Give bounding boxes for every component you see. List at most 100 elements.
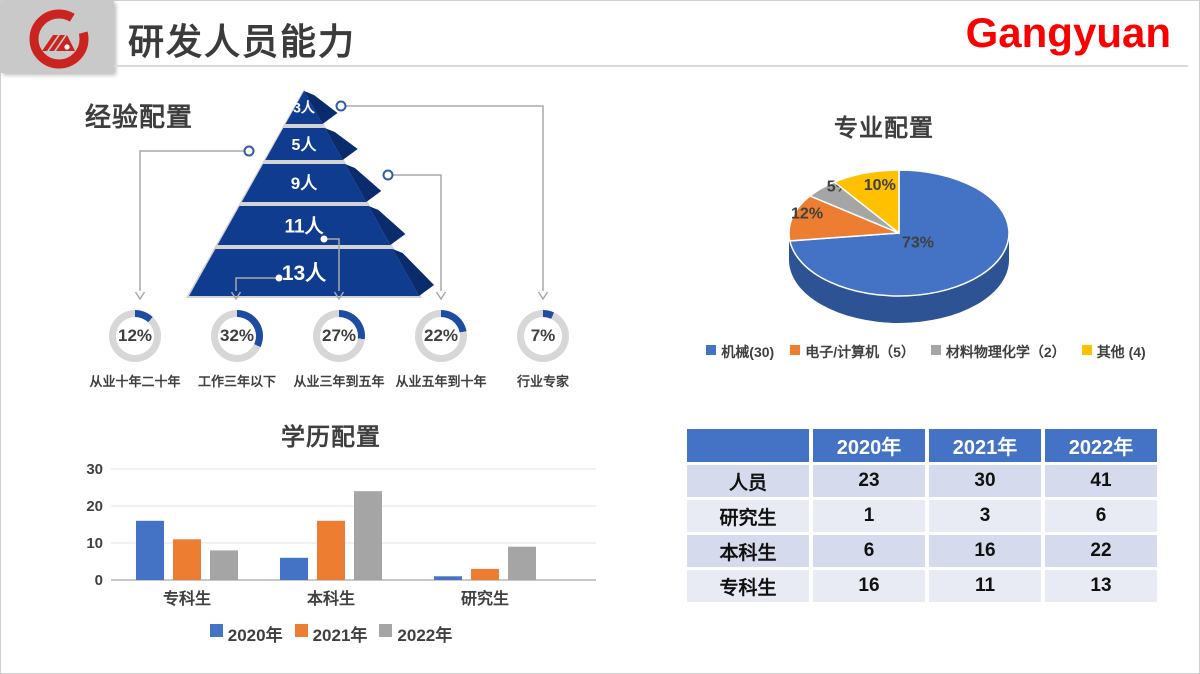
pyramid-level: [265, 128, 343, 160]
legend-swatch-icon: [790, 345, 801, 355]
bar: [280, 557, 308, 580]
table-cell: 1: [813, 500, 925, 532]
connector-arrow-icon: [435, 291, 447, 301]
pyramid-level-facet: [344, 164, 382, 202]
donut-label: 从业五年到十年: [395, 374, 487, 389]
education-bar-chart: 30 20 10 0 专科生 本科生 研究生: [86, 461, 596, 608]
pyramid-level: [217, 206, 391, 245]
legend-label: 材料物理化学（2）: [945, 344, 1066, 360]
donut-gauge: 7%: [517, 310, 569, 362]
page-title: 研发人员能力: [128, 21, 357, 62]
table-cell: 3: [929, 500, 1041, 532]
connector-line: [235, 277, 279, 291]
major-pie-chart: 73%12%5% 10%: [788, 169, 1010, 323]
donut-percent: 27%: [321, 326, 357, 345]
experience-donut-row: 12% 从业十年二十年 32% 工作三年以下 27% 从业三年到五年 22% 从业五年到…: [84, 310, 594, 390]
legend-swatch-icon: [1081, 345, 1092, 355]
table-cell: 研究生: [687, 500, 809, 532]
donut-label: 从业三年到五年: [293, 374, 385, 389]
pie-slice-percent: 12%: [791, 205, 823, 222]
connector-arrow-icon: [537, 291, 549, 301]
pie-legend-item: 其他 (4): [1081, 342, 1146, 362]
pyramid-level: [189, 249, 419, 296]
pie-legend-item: 机械(30): [706, 342, 774, 362]
pie-slice: [832, 169, 900, 235]
experience-donut: 32% 工作三年以下: [186, 310, 288, 390]
table-cell: 16: [813, 570, 925, 602]
connector-start-dot-icon: [320, 235, 328, 243]
bar: [136, 520, 164, 580]
bar: [354, 491, 382, 580]
logo-box: [1, 1, 114, 73]
y-axis-tick: 20: [86, 498, 103, 515]
table-header-cell: 2021年: [929, 429, 1041, 462]
donut-gauge: 22%: [415, 310, 467, 362]
pyramid-level-label: 13人: [282, 262, 326, 285]
donut-percent: 22%: [423, 326, 459, 345]
legend-swatch-icon: [209, 624, 223, 637]
connector-line: [341, 105, 544, 291]
donut-gauge: 12%: [109, 310, 161, 362]
donut-label: 行业专家: [516, 374, 569, 389]
donut-hole: [218, 317, 256, 355]
connector-line: [388, 174, 442, 291]
table-cell: 23: [813, 465, 925, 497]
experience-donut: 12% 从业十年二十年: [84, 310, 186, 390]
experience-donut: 22% 从业五年到十年: [390, 310, 492, 390]
y-axis-tick: 0: [95, 572, 103, 589]
table-cell: 6: [1045, 500, 1157, 532]
table-cell: 人员: [687, 465, 809, 497]
bar: [210, 550, 238, 580]
donut-label: 工作三年以下: [197, 374, 276, 389]
header-divider: [114, 65, 1188, 67]
legend-swatch-icon: [379, 624, 393, 637]
donut-percent: 7%: [530, 326, 556, 345]
y-axis-tick: 30: [86, 461, 103, 478]
donut-gauge: 32%: [211, 310, 263, 362]
bar: [434, 576, 462, 580]
y-axis-tick: 10: [86, 535, 103, 552]
connector-start-ring-icon: [382, 169, 394, 181]
bar: [317, 520, 345, 580]
pyramid-connector-lines: [134, 100, 549, 301]
table-cell: 专科生: [687, 570, 809, 602]
experience-section-title: 经验配置: [85, 102, 194, 132]
connector-arrow-icon: [134, 291, 146, 301]
legend-swatch-icon: [706, 345, 717, 355]
major-section-title: 专业配置: [834, 115, 934, 142]
experience-donut: 27% 从业三年到五年: [288, 310, 390, 390]
staff-table: 2020年 2021年 2022年 人员 23 30 41 研究生 1 3 6 本科生 6 16 22 专科生…: [687, 429, 1157, 602]
table-header-cell: 2022年: [1045, 429, 1157, 462]
pie-legend-item: 电子/计算机（5）: [790, 342, 915, 362]
bar: [471, 568, 499, 580]
legend-label: 2020年: [227, 626, 283, 645]
pie-legend-item: 材料物理化学（2）: [930, 342, 1066, 362]
table-cell: 30: [929, 465, 1041, 497]
table-cell: 41: [1045, 465, 1157, 497]
bar-legend-item: 2022年: [379, 621, 452, 646]
pyramid-level-facet: [368, 206, 406, 245]
pyramid-level: [285, 91, 323, 124]
pyramid-level-label: 3人: [293, 100, 316, 116]
pie-slice: [788, 195, 900, 242]
connector-start-ring-icon: [335, 100, 347, 112]
x-axis-category-label: 专科生: [163, 589, 211, 608]
donut-hole: [422, 317, 460, 355]
connector-start-ring-icon: [243, 145, 255, 157]
experience-pyramid-chart: 3人 5人 9人 11人 13人: [186, 89, 434, 298]
table-cell: 13: [1045, 570, 1157, 602]
experience-donut: 7% 行业专家: [492, 310, 594, 390]
connector-arrow-icon: [230, 291, 242, 301]
connector-start-dot-icon: [275, 274, 283, 282]
pie-slice-percent: 73%: [902, 235, 934, 252]
pyramid-level-label: 11人: [284, 215, 324, 237]
table-cell: 22: [1045, 535, 1157, 567]
brand-logo-text: Gangyuan: [965, 9, 1171, 56]
pie-slice-percent: 10%: [864, 177, 896, 194]
legend-label: 2022年: [397, 626, 453, 645]
x-axis-category-label: 研究生: [461, 589, 509, 608]
pyramid-level-label: 9人: [291, 174, 318, 193]
donut-hole: [116, 317, 154, 355]
bar-legend-item: 2020年: [209, 621, 283, 646]
